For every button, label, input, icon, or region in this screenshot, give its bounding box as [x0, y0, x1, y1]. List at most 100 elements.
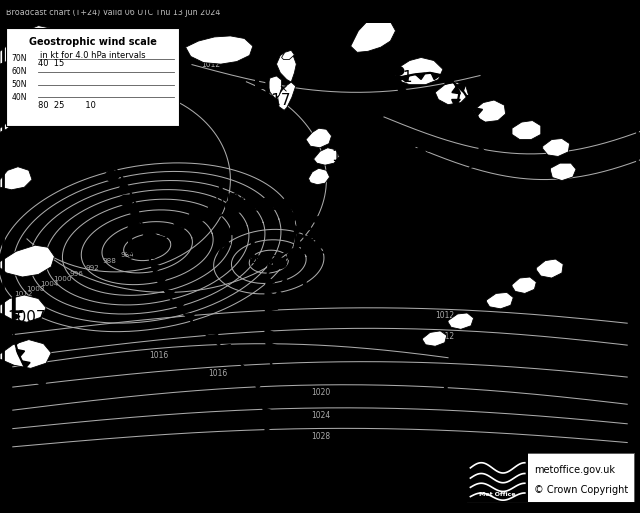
Bar: [467, 453, 634, 502]
Polygon shape: [102, 157, 111, 165]
Text: 1016: 1016: [209, 369, 228, 378]
Text: 984: 984: [120, 251, 134, 258]
Circle shape: [383, 58, 394, 67]
Text: 1017: 1017: [253, 92, 291, 108]
Polygon shape: [326, 216, 334, 224]
Polygon shape: [452, 100, 460, 106]
Polygon shape: [0, 113, 19, 132]
Circle shape: [190, 209, 204, 221]
Polygon shape: [512, 121, 541, 140]
Circle shape: [316, 238, 329, 248]
Text: 1028: 1028: [312, 431, 331, 441]
Polygon shape: [269, 303, 278, 311]
Text: L: L: [10, 297, 22, 317]
Polygon shape: [43, 130, 54, 136]
Circle shape: [330, 232, 343, 243]
Polygon shape: [400, 75, 410, 82]
Text: 1022: 1022: [298, 294, 336, 309]
Text: 1024: 1024: [312, 411, 331, 420]
Polygon shape: [339, 243, 348, 250]
Polygon shape: [245, 367, 255, 376]
Polygon shape: [474, 100, 506, 122]
Text: 1012: 1012: [13, 291, 32, 297]
Text: 996: 996: [249, 255, 278, 270]
Polygon shape: [445, 77, 453, 84]
Text: L: L: [248, 243, 261, 262]
Polygon shape: [266, 315, 274, 324]
Text: H: H: [300, 282, 317, 301]
Circle shape: [24, 129, 36, 140]
Circle shape: [55, 135, 68, 146]
Text: Geostrophic wind scale: Geostrophic wind scale: [29, 37, 157, 47]
Polygon shape: [76, 140, 85, 147]
Polygon shape: [474, 108, 483, 115]
Circle shape: [401, 145, 412, 155]
Polygon shape: [196, 325, 206, 332]
Polygon shape: [303, 236, 312, 243]
Polygon shape: [16, 349, 24, 357]
Circle shape: [225, 201, 239, 212]
Polygon shape: [311, 244, 320, 251]
Text: ×: ×: [508, 179, 516, 189]
Polygon shape: [264, 436, 273, 445]
Polygon shape: [120, 181, 129, 189]
Polygon shape: [266, 290, 273, 299]
Polygon shape: [228, 228, 236, 235]
Text: L: L: [550, 60, 563, 79]
Polygon shape: [275, 290, 284, 299]
Polygon shape: [470, 160, 480, 167]
Polygon shape: [266, 422, 274, 431]
Polygon shape: [259, 393, 269, 402]
Circle shape: [143, 232, 157, 243]
Polygon shape: [0, 340, 51, 368]
Circle shape: [263, 196, 277, 208]
Polygon shape: [353, 221, 360, 228]
Polygon shape: [353, 170, 360, 177]
Polygon shape: [259, 464, 268, 473]
Circle shape: [345, 230, 358, 240]
Polygon shape: [415, 73, 425, 80]
Bar: [6, 28, 179, 126]
Polygon shape: [37, 381, 46, 388]
Bar: [3, 3, 637, 23]
Polygon shape: [13, 312, 20, 321]
Polygon shape: [278, 82, 296, 110]
Circle shape: [244, 198, 259, 209]
Text: 992: 992: [85, 265, 99, 271]
Text: L: L: [483, 229, 496, 248]
Polygon shape: [292, 252, 301, 261]
Polygon shape: [184, 313, 195, 321]
Polygon shape: [477, 147, 486, 155]
Text: 1008: 1008: [26, 286, 45, 292]
Text: 1008: 1008: [448, 393, 486, 409]
Polygon shape: [271, 344, 280, 352]
Polygon shape: [452, 87, 460, 94]
Polygon shape: [294, 226, 303, 234]
Polygon shape: [294, 239, 303, 248]
Polygon shape: [268, 264, 276, 272]
Circle shape: [273, 258, 287, 268]
Text: L: L: [126, 232, 140, 252]
Bar: [467, 453, 528, 502]
Text: 1000: 1000: [53, 276, 72, 282]
Polygon shape: [28, 372, 37, 379]
Polygon shape: [306, 128, 332, 148]
Polygon shape: [422, 331, 447, 346]
Text: 988: 988: [125, 245, 159, 263]
Polygon shape: [276, 51, 296, 82]
Polygon shape: [269, 355, 277, 364]
Polygon shape: [349, 157, 357, 165]
Polygon shape: [222, 239, 230, 247]
Polygon shape: [262, 450, 271, 459]
Text: 40N: 40N: [12, 93, 27, 102]
Polygon shape: [398, 87, 406, 95]
Text: 1012: 1012: [202, 60, 221, 69]
Polygon shape: [266, 342, 275, 350]
Polygon shape: [174, 302, 184, 310]
Polygon shape: [448, 313, 474, 329]
Polygon shape: [253, 380, 263, 388]
Polygon shape: [131, 208, 140, 216]
Polygon shape: [208, 334, 218, 343]
Polygon shape: [310, 217, 319, 223]
Polygon shape: [351, 16, 396, 52]
